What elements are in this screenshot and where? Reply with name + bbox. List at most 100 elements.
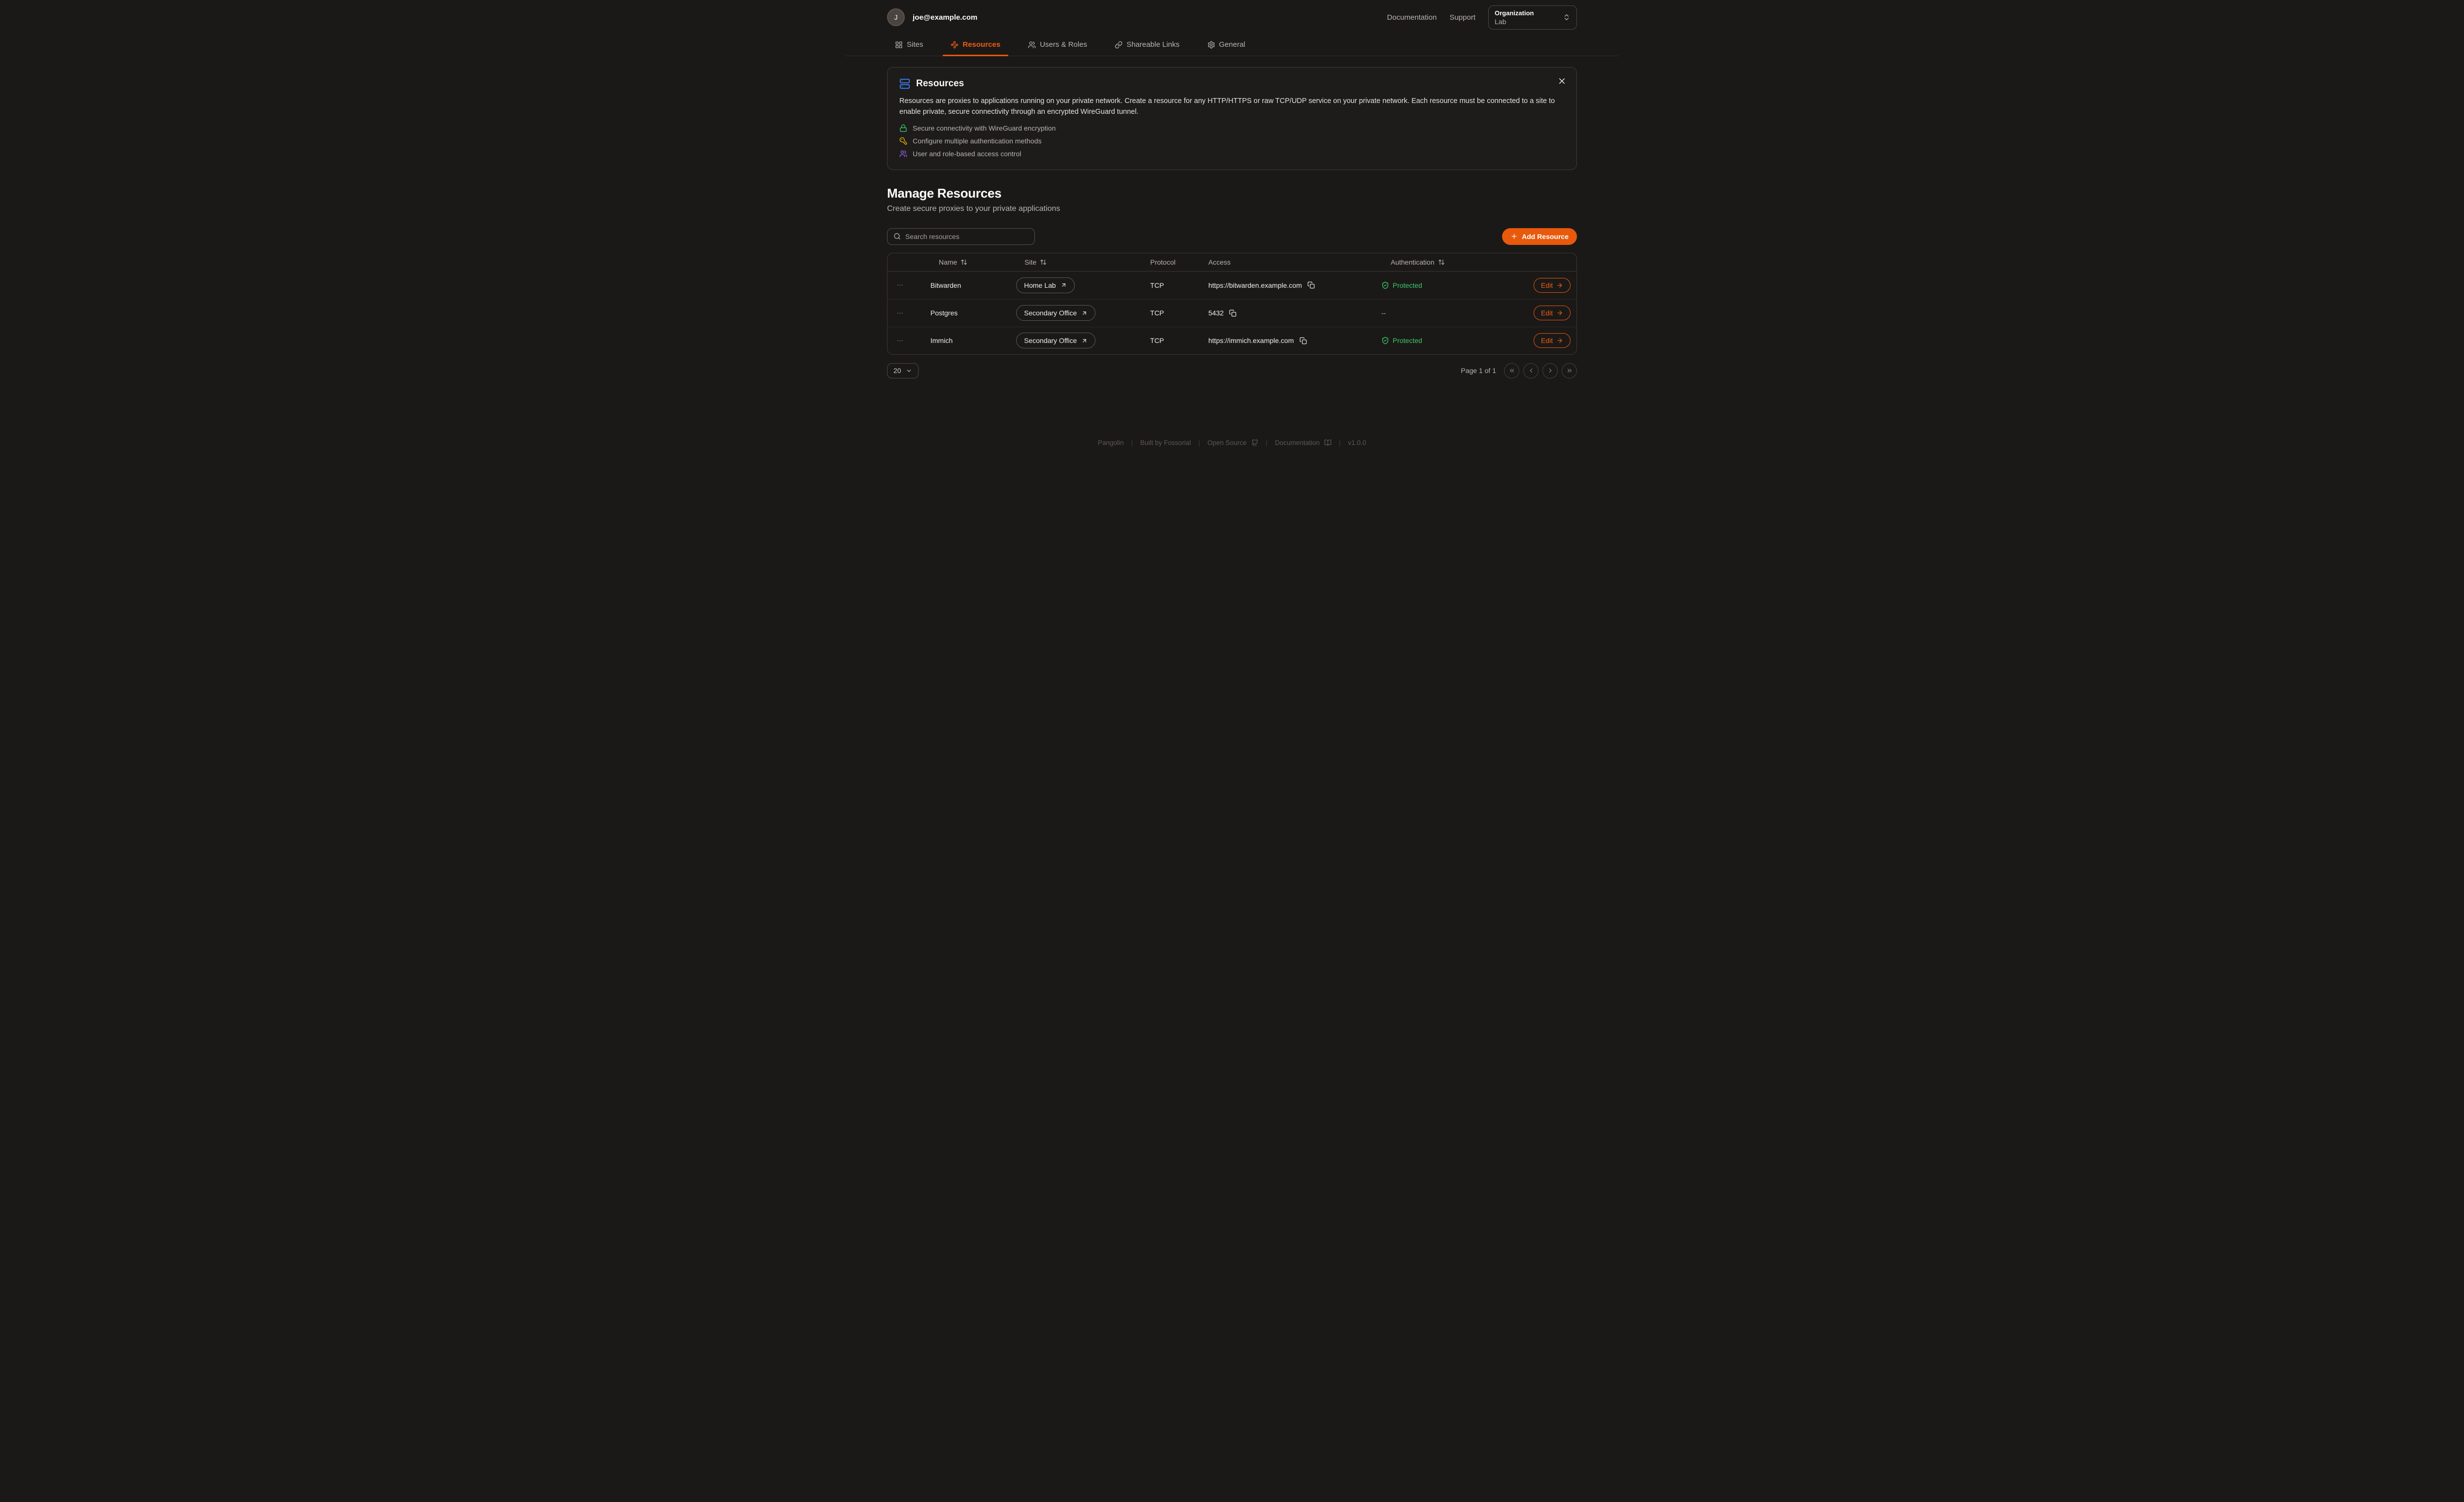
tab-label: Resources	[962, 40, 1001, 49]
auth-status-text: Protected	[1393, 337, 1422, 345]
footer-open-source-link[interactable]: Open Source	[1207, 439, 1259, 446]
last-page-button[interactable]	[1562, 363, 1577, 378]
table-row: Postgres Secondary Office TCP 5432 -- Ed…	[888, 299, 1576, 327]
tab-general[interactable]: General	[1199, 34, 1253, 56]
manage-header: Manage Resources Create secure proxies t…	[887, 186, 1577, 213]
copy-icon[interactable]	[1300, 337, 1307, 344]
edit-label: Edit	[1540, 281, 1553, 289]
column-header-name: Name	[939, 258, 958, 266]
edit-label: Edit	[1540, 309, 1553, 317]
organization-value: Lab	[1495, 17, 1506, 26]
footer-brand: Pangolin	[1097, 439, 1124, 446]
feature-text: Configure multiple authentication method…	[913, 137, 1042, 145]
tab-users-roles[interactable]: Users & Roles	[1020, 34, 1095, 56]
arrow-up-right-icon	[1081, 310, 1088, 316]
site-link-chip[interactable]: Home Lab	[1016, 277, 1075, 293]
avatar[interactable]: J	[887, 8, 905, 26]
resources-table: Name Site Protocol Access Authentication	[887, 252, 1577, 355]
sort-by-name-button[interactable]: Name	[930, 258, 1016, 266]
chevron-left-icon	[1528, 367, 1535, 374]
toolbar: Add Resource	[887, 228, 1577, 245]
page-size-select[interactable]: 20	[887, 363, 919, 378]
edit-button[interactable]: Edit	[1533, 333, 1571, 348]
footer: Pangolin | Built by Fossorial | Open Sou…	[1097, 439, 1367, 446]
chevron-down-icon	[906, 368, 912, 374]
shield-check-icon	[1381, 281, 1389, 289]
sort-icon	[1438, 259, 1445, 266]
sort-by-authentication-button[interactable]: Authentication	[1381, 258, 1526, 266]
sort-icon	[960, 259, 967, 266]
page-title: Manage Resources	[887, 185, 1002, 201]
gear-icon	[1207, 41, 1215, 49]
copy-icon[interactable]	[1229, 309, 1236, 317]
tab-label: Shareable Links	[1126, 40, 1180, 49]
book-icon	[1324, 439, 1332, 446]
footer-documentation-link[interactable]: Documentation	[1275, 439, 1332, 446]
feature-text: User and role-based access control	[913, 149, 1022, 158]
edit-button[interactable]: Edit	[1533, 277, 1571, 293]
first-page-button[interactable]	[1504, 363, 1519, 378]
ellipsis-icon	[896, 337, 904, 344]
tab-resources[interactable]: Resources	[943, 34, 1008, 56]
table-header-row: Name Site Protocol Access Authentication	[888, 253, 1576, 272]
nav-documentation-link[interactable]: Documentation	[1387, 13, 1437, 22]
arrow-right-icon	[1556, 309, 1563, 316]
row-actions-menu-button[interactable]	[888, 309, 930, 317]
top-nav: Documentation Support Organization Lab	[1387, 5, 1577, 30]
app-page: J joe@example.com Documentation Support …	[846, 0, 1618, 457]
tab-sites[interactable]: Sites	[887, 34, 931, 56]
chevrons-up-down-icon	[1563, 13, 1571, 21]
card-description: Resources are proxies to applications ru…	[899, 97, 1555, 116]
add-resource-label: Add Resource	[1522, 232, 1569, 240]
arrow-right-icon	[1556, 282, 1563, 289]
lock-icon	[899, 124, 907, 132]
main-content: Resources Resources are proxies to appli…	[846, 56, 1618, 378]
chevron-right-icon	[1547, 367, 1554, 374]
next-page-button[interactable]	[1542, 363, 1558, 378]
row-actions-menu-button[interactable]	[888, 281, 930, 289]
search-box	[887, 228, 1035, 245]
copy-icon[interactable]	[1307, 281, 1315, 289]
auth-status-badge: Protected	[1381, 281, 1526, 289]
plus-icon	[1510, 233, 1518, 240]
feature-item: Configure multiple authentication method…	[899, 137, 1565, 145]
card-title: Resources	[916, 78, 964, 89]
organization-label: Organization	[1495, 9, 1534, 17]
ellipsis-icon	[896, 281, 904, 289]
ellipsis-icon	[896, 309, 904, 317]
page-subtitle: Create secure proxies to your private ap…	[887, 204, 1061, 213]
sort-by-site-button[interactable]: Site	[1016, 258, 1150, 266]
column-header-access: Access	[1208, 258, 1231, 266]
user-email: joe@example.com	[913, 13, 978, 22]
avatar-initial: J	[894, 13, 898, 21]
users-icon	[899, 150, 907, 158]
organization-picker[interactable]: Organization Lab	[1488, 5, 1577, 30]
users-icon	[1028, 41, 1036, 49]
protocol-value: TCP	[1150, 281, 1164, 289]
auth-status-badge: Protected	[1381, 337, 1526, 344]
nav-support-link[interactable]: Support	[1449, 13, 1475, 22]
resources-info-card: Resources Resources are proxies to appli…	[887, 67, 1577, 170]
feature-item: Secure connectivity with WireGuard encry…	[899, 124, 1565, 132]
site-link-chip[interactable]: Secondary Office	[1016, 333, 1096, 349]
search-input[interactable]	[905, 232, 1028, 240]
link-icon	[1115, 41, 1123, 49]
table-row: Bitwarden Home Lab TCP https://bitwarden…	[888, 272, 1576, 299]
user-menu[interactable]: J joe@example.com	[887, 8, 977, 26]
access-port: 5432	[1208, 309, 1224, 317]
protocol-value: TCP	[1150, 337, 1164, 345]
previous-page-button[interactable]	[1523, 363, 1539, 378]
tab-shareable-links[interactable]: Shareable Links	[1107, 34, 1188, 56]
site-link-chip[interactable]: Secondary Office	[1016, 305, 1096, 321]
chevrons-left-icon	[1508, 367, 1515, 374]
waypoints-icon	[951, 41, 958, 49]
add-resource-button[interactable]: Add Resource	[1502, 228, 1577, 245]
site-name: Secondary Office	[1024, 309, 1077, 317]
close-icon[interactable]	[1557, 76, 1567, 86]
page-size-value: 20	[893, 367, 901, 375]
column-header-protocol: Protocol	[1150, 258, 1176, 266]
edit-button[interactable]: Edit	[1533, 306, 1571, 321]
row-actions-menu-button[interactable]	[888, 337, 930, 344]
auth-status-text: --	[1381, 309, 1386, 317]
shield-check-icon	[1381, 337, 1389, 344]
